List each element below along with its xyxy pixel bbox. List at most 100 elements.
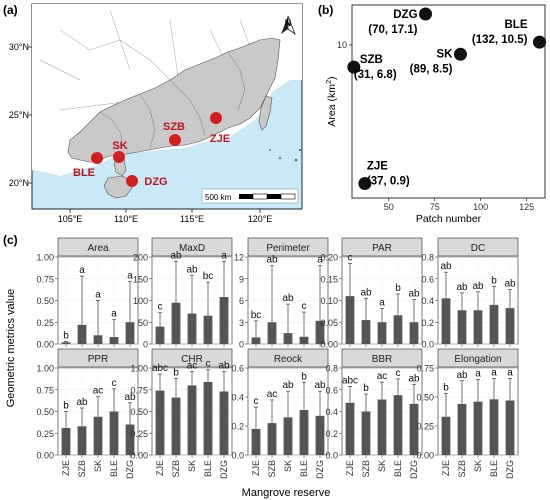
significance-letter: a — [491, 367, 497, 378]
lat-label: 20°N — [9, 178, 29, 188]
y-tick-label: 0.75 — [130, 385, 148, 395]
bar — [315, 415, 325, 455]
bar — [93, 416, 103, 455]
x-tick-label: SK — [187, 460, 197, 472]
y-tick-label: 3 — [239, 318, 244, 328]
y-tick-label: 0.75 — [36, 274, 54, 284]
x-tick-label: SK — [93, 460, 103, 472]
y-tick-label: 0.25 — [130, 429, 148, 439]
significance-letter: ac — [93, 386, 104, 397]
lat-label: 25°N — [9, 110, 29, 120]
point-coords: (89, 8.5) — [410, 63, 453, 75]
bar — [155, 390, 165, 455]
facet-strip — [437, 237, 519, 257]
y-tick-label: 0.6 — [231, 364, 244, 374]
province-borders — [39, 9, 256, 111]
scatter-point — [358, 177, 372, 191]
significance-letter: b — [395, 283, 401, 294]
x-tick-label: ZJE — [61, 460, 71, 476]
point-label: BLE — [504, 19, 527, 31]
bar — [299, 336, 309, 344]
significance-letter: b — [173, 367, 179, 378]
y-tick-label: 0 — [239, 340, 244, 350]
bar — [393, 395, 403, 455]
bar — [171, 302, 181, 344]
facet-panel: Reock 0.0 0.2 0.4 0.6 c ZJE ac SZB ab SK b BLE ab DZG — [231, 348, 329, 479]
bar — [377, 322, 387, 344]
x-tick-label: DZG — [125, 460, 135, 479]
y-tick-label: 0.4 — [421, 296, 434, 306]
x-tick-label: ZJE — [155, 460, 165, 476]
y-tick-label: 0.15 — [320, 274, 338, 284]
y-tick-label: 0.6 — [421, 274, 434, 284]
island-dot — [279, 157, 281, 159]
facet-title: BBR — [372, 354, 393, 365]
significance-letter: c — [206, 359, 211, 370]
point-label: SZB — [360, 54, 383, 66]
scatter-point — [347, 60, 361, 74]
significance-letter: ac — [377, 371, 388, 382]
significance-letter: b — [63, 401, 69, 412]
significance-letter: ab — [218, 360, 230, 371]
bar — [361, 320, 371, 344]
bar — [251, 337, 261, 344]
x-tick-label: DZG — [409, 460, 419, 479]
x-tick-label: BLE — [489, 460, 499, 477]
significance-letter: ab — [456, 370, 468, 381]
facet-strip — [57, 237, 139, 257]
point-coords: (31, 6.8) — [354, 69, 397, 81]
y-tick-label: 0.2 — [231, 422, 244, 432]
bar — [393, 315, 403, 344]
bar — [505, 400, 515, 455]
significance-letter: c — [396, 368, 401, 379]
facet-title: PPR — [88, 354, 109, 365]
y-tick-label: 0.00 — [130, 451, 148, 461]
facet-title: PAR — [372, 243, 392, 254]
y-tick-label: 0.10 — [320, 296, 338, 306]
significance-letter: ab — [282, 293, 294, 304]
facet-strip — [341, 348, 423, 368]
bar — [93, 335, 103, 344]
bar — [109, 337, 119, 344]
x-tick-label: ZJE — [345, 460, 355, 476]
significance-letter: c — [254, 396, 259, 407]
facet-title: DC — [471, 243, 485, 254]
x-tick-label: 125 — [519, 202, 534, 212]
bar — [61, 342, 71, 344]
significance-letter: abc — [342, 375, 358, 386]
significance-letter: b — [491, 275, 497, 286]
y-tick-label: 0.4 — [231, 393, 244, 403]
y-tick-label: 150 — [133, 274, 148, 284]
y-tick-label: 1.00 — [36, 253, 54, 263]
significance-letter: ab — [440, 261, 452, 272]
x-axis-title: Mangrove reserve — [242, 487, 331, 499]
x-tick-label: BLE — [203, 460, 213, 477]
x-tick-label: SZB — [267, 460, 277, 478]
site-label-szb: SZB — [163, 121, 185, 133]
x-axis-title: Patch number — [416, 213, 482, 225]
bar — [61, 428, 71, 455]
bar — [125, 424, 135, 455]
scatter-point — [419, 7, 433, 21]
bar — [251, 428, 261, 455]
facet-panel: CHR 0.00 0.25 0.50 0.75 1.00 abc ZJE b SZB ac SK c BL… — [130, 348, 233, 479]
y-tick-label: 0.50 — [36, 407, 54, 417]
x-tick-label: 100 — [473, 202, 488, 212]
x-tick-label: DZG — [505, 460, 515, 479]
y-tick-label: 6 — [239, 296, 244, 306]
significance-letter: ab — [314, 380, 326, 391]
bar — [441, 298, 451, 344]
y-tick-label: 0.75 — [416, 364, 434, 374]
site-label-ble: BLE — [73, 167, 95, 179]
site-label-dzg: DZG — [144, 176, 167, 188]
y-tick-label: 0.00 — [416, 451, 434, 461]
bar — [283, 333, 293, 344]
scatter-point — [453, 47, 467, 61]
bar — [171, 397, 181, 455]
y-tick-label: 0.00 — [36, 451, 54, 461]
x-tick-label: SZB — [77, 460, 87, 478]
lat-label: 30°N — [9, 42, 29, 52]
significance-letter: a — [221, 250, 227, 261]
